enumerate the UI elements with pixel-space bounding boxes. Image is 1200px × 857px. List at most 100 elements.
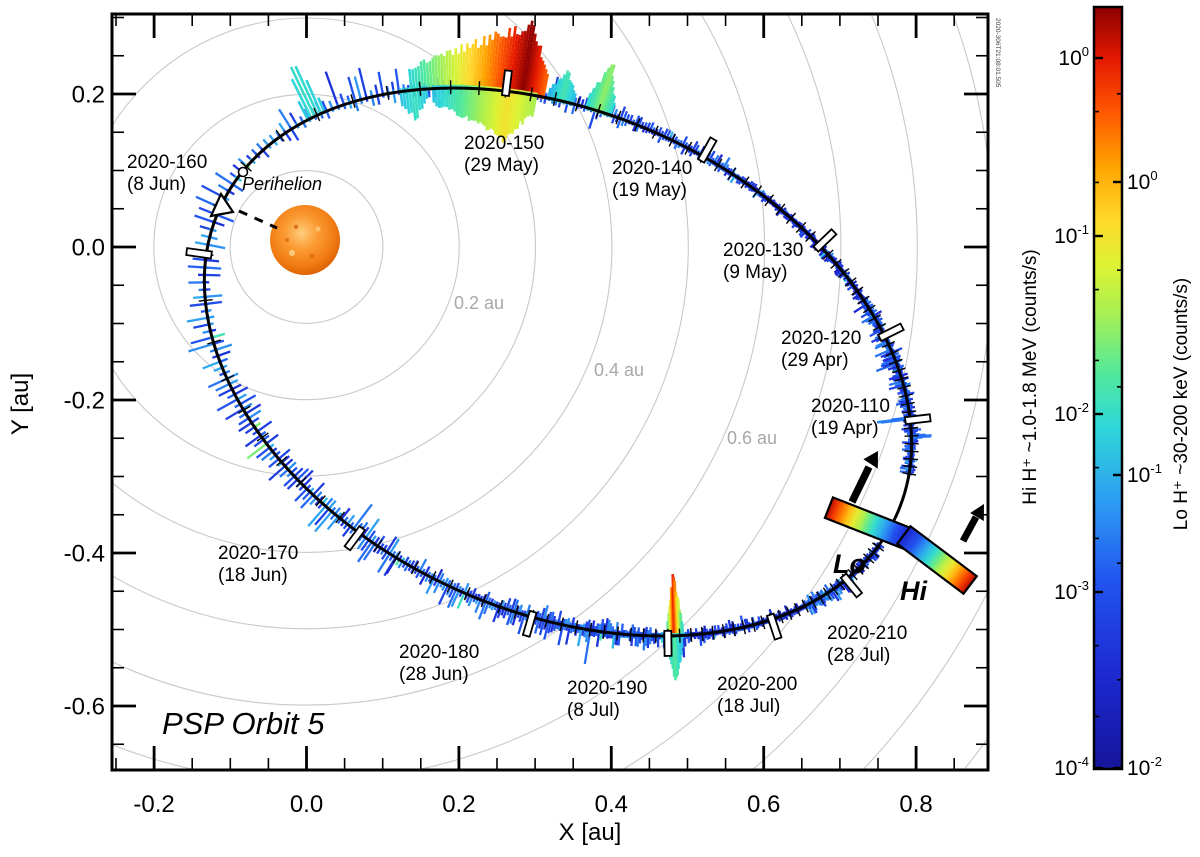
day-tick [463,587,471,601]
day-tick [385,85,390,100]
colorbar: 100 10-1 10-2 10-3 10-4 100 10-1 10-2 Hi H⁺ ~1.… [1020,5,1192,780]
histogram-bar [524,33,537,97]
histogram-bar [563,79,572,105]
y-axis-title: Y [au] [7,373,34,435]
histogram-bar [297,100,310,122]
day-tick [588,622,593,637]
histogram-bar [559,70,570,104]
day-tick [446,579,454,593]
day-tick [795,221,807,233]
day-tick [684,141,693,155]
histogram-bar [603,86,615,116]
histogram-bar [494,36,503,93]
day-tick [844,277,857,287]
colorbar-hi-tick-label: 10-2 [1054,400,1089,426]
day-tick [785,212,797,225]
perihelion-label: Perihelion [242,174,322,194]
day-tick [373,539,383,552]
histogram-bar [484,34,492,92]
colorbar-hi-tick-label: 10-3 [1054,578,1089,604]
ten-day-marker-2020-210 [839,572,864,599]
perihelion-point-marker [237,166,249,178]
x-tick-label: 0.4 [595,791,628,818]
histogram-bar [493,87,502,135]
histogram-bar [515,90,525,130]
histogram-bar [520,90,529,125]
day-tick [764,194,775,207]
day-tick [900,401,915,406]
day-tick [760,615,766,630]
day-tick [544,613,550,628]
colorbar-hi-tick-label: 10-1 [1054,222,1089,248]
day-tick [837,268,850,278]
histogram-bar [532,56,543,98]
histogram-bar [476,85,482,124]
range-ring-0.2au [153,93,460,401]
histogram-bar [519,90,527,122]
day-tick [313,107,321,122]
range-ring-0.5au [112,14,689,630]
colorbar-hi-tick-label: 100 [1058,44,1089,70]
x-tick-label: 0.0 [290,791,323,818]
histogram-bar [537,64,547,99]
perihelion-triangle-marker [209,191,235,218]
histogram-bar [464,43,469,91]
histogram-bar [506,88,516,136]
date-label-2020-200: 2020-200 (18 Jul) [717,674,797,717]
day-tick [276,455,288,467]
range-ring-0.7au [112,14,842,770]
x-tick-label: 0.6 [747,791,780,818]
x-tick-label: 0.8 [899,791,932,818]
histogram-bar [410,86,417,121]
day-tick [777,609,784,624]
day-tick [642,628,645,643]
histogram-bar [324,71,340,109]
day-tick [602,624,606,639]
histogram-bar [487,39,494,92]
day-tick [902,472,917,476]
histogram-bar [294,65,320,118]
histogram-bar [470,85,475,121]
day-tick [897,384,911,390]
day-tick [668,133,676,147]
histogram-bar [458,84,462,117]
sun-texture [285,224,321,259]
day-tick [785,606,793,620]
day-tick [221,374,235,382]
histogram-bar [601,80,615,116]
histogram-bar [437,55,441,91]
histogram-bar [434,55,439,91]
histogram-bar [481,86,487,125]
histogram-bar [528,45,540,97]
day-tick [801,599,809,613]
day-tick [852,563,864,575]
day-tick [721,624,726,639]
histogram-bar [604,93,615,117]
day-tick [891,367,906,374]
range-ring-0.8au [620,14,918,770]
day-tick [275,129,285,142]
day-tick [793,603,801,617]
colorbar-lo-tick-label: 10-1 [1127,461,1162,487]
day-tick [894,376,909,382]
day-tick [862,304,876,314]
ten-day-markers [185,69,932,657]
plot-frame [110,12,990,772]
day-tick [851,286,864,296]
day-tick [871,542,885,552]
histogram-bar [472,85,477,121]
day-tick [480,593,488,608]
day-tick [815,591,825,605]
ring-label-0-4au: 0.4 au [594,360,644,380]
ten-day-marker-2020-160 [185,247,213,260]
day-tick [731,622,736,637]
histogram-bar [875,361,900,373]
day-tick [904,435,919,437]
day-tick [751,618,756,632]
day-tick [830,258,842,269]
day-tick [295,476,307,488]
histogram-bar [443,55,447,90]
day-tick [857,295,870,305]
histogram-bar [539,68,548,99]
